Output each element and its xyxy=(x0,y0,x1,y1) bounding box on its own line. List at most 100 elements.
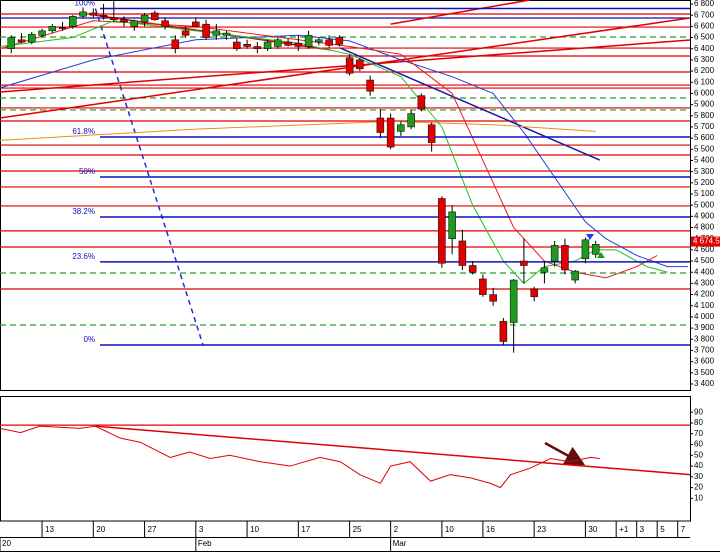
y-tick-label: 3 600 xyxy=(694,357,715,366)
candle-body xyxy=(253,46,262,49)
y-tick-label: 5 900 xyxy=(694,100,715,109)
candle-body xyxy=(438,198,446,264)
candle-body xyxy=(561,245,569,271)
trend-line xyxy=(0,17,690,119)
y-tick-label: 3 400 xyxy=(694,379,715,388)
candle-body xyxy=(509,279,518,323)
plot-area xyxy=(0,0,690,353)
y-tick-label: 3 900 xyxy=(694,323,715,332)
x-tick-label: 7 xyxy=(681,525,686,534)
candle-body xyxy=(376,117,385,133)
y-tick-label: 6 600 xyxy=(694,21,715,30)
candle-body xyxy=(99,14,108,17)
fib-label: 50% xyxy=(79,167,95,176)
candle-body xyxy=(427,124,436,143)
candle-body xyxy=(110,17,118,20)
x-tick-label: 25 xyxy=(353,525,362,534)
candle-body xyxy=(315,39,323,43)
x-tick-label: 30 xyxy=(588,525,597,534)
y-tick-label: 50 xyxy=(694,450,703,459)
y-tick-label: 6 100 xyxy=(694,77,715,86)
signal-marker xyxy=(586,234,594,240)
candle-body xyxy=(448,211,456,239)
y-tick-label: 4 600 xyxy=(694,245,715,254)
y-tick-label: 5 400 xyxy=(694,156,715,165)
fib-label: 100% xyxy=(75,0,95,8)
candle-body xyxy=(407,113,415,128)
trend-line xyxy=(94,8,204,346)
x-tick-label: 10 xyxy=(445,525,454,534)
y-tick-label: 3 700 xyxy=(694,346,715,355)
candle-body xyxy=(274,39,282,47)
candle-body xyxy=(48,26,57,32)
candle-body xyxy=(120,19,128,23)
y-tick-label: 5 100 xyxy=(694,189,715,198)
plot-area xyxy=(0,424,690,489)
candle-body xyxy=(243,44,251,47)
candle-body xyxy=(263,41,272,49)
trend-line xyxy=(0,39,690,93)
candle-body xyxy=(386,117,395,148)
y-tick-label: 40 xyxy=(694,461,703,470)
candle-body xyxy=(345,57,354,74)
y-tick-label: 5 500 xyxy=(694,144,715,153)
candle-body xyxy=(89,12,98,16)
oscillator-line xyxy=(0,425,600,489)
fib-label: 0% xyxy=(83,335,95,344)
candle-body xyxy=(356,59,364,70)
y-tick-label: 5 000 xyxy=(694,200,715,209)
candle-body xyxy=(161,20,169,27)
fib-label: 61.8% xyxy=(72,127,95,136)
y-tick-label: 4 800 xyxy=(694,223,715,232)
y-tick-label: 6 800 xyxy=(694,0,715,8)
moving-average xyxy=(0,20,668,285)
x-tick-label: 13 xyxy=(45,525,54,534)
price-panel-frame xyxy=(0,0,691,391)
candle-body xyxy=(17,39,26,43)
candle-body xyxy=(130,20,139,27)
candle-body xyxy=(58,27,67,29)
x-tick-label: 16 xyxy=(486,525,495,534)
y-tick-label: 5 800 xyxy=(694,111,715,120)
y-tick-label: 90 xyxy=(694,407,703,416)
y-tick-label: 10 xyxy=(694,493,703,502)
y-tick-label: 6 400 xyxy=(694,44,715,53)
y-tick-label: 4 100 xyxy=(694,301,715,310)
candle-body xyxy=(479,278,487,295)
y-tick-label: 6 200 xyxy=(694,66,715,75)
trend-line xyxy=(390,0,531,25)
candle-body xyxy=(69,16,77,27)
candle-body xyxy=(540,267,549,273)
y-tick-label: 60 xyxy=(694,440,703,449)
candle-body xyxy=(171,39,180,49)
candle-body xyxy=(530,288,538,298)
trend-line xyxy=(340,47,601,161)
fib-label: 38.2% xyxy=(72,207,95,216)
period-label: Feb xyxy=(198,539,212,548)
candle-body xyxy=(581,239,590,260)
y-tick-label: 80 xyxy=(694,418,703,427)
moving-average xyxy=(0,34,688,268)
y-tick-label: 4 500 xyxy=(694,256,715,265)
x-tick-label: 20 xyxy=(96,525,105,534)
candle-body xyxy=(192,21,200,27)
y-tick-label: 6 300 xyxy=(694,55,715,64)
candle-body xyxy=(366,79,374,92)
x-tick-label: 2 xyxy=(394,525,399,534)
candle-body xyxy=(489,294,497,302)
y-tick-label: 5 300 xyxy=(694,167,715,176)
oscillator-panel-frame xyxy=(0,396,691,522)
candle-body xyxy=(233,41,241,49)
y-tick-label: 5 600 xyxy=(694,133,715,142)
candle-body xyxy=(294,42,303,47)
trend-line xyxy=(95,425,690,476)
candle-body xyxy=(397,124,405,132)
candle-body xyxy=(468,265,477,273)
x-tick-label: 17 xyxy=(301,525,310,534)
y-tick-label: 4 900 xyxy=(694,211,715,220)
y-tick-label: 70 xyxy=(694,429,703,438)
candle-body xyxy=(499,321,508,342)
candle-body xyxy=(212,30,221,36)
x-tick-label: 23 xyxy=(537,525,546,534)
